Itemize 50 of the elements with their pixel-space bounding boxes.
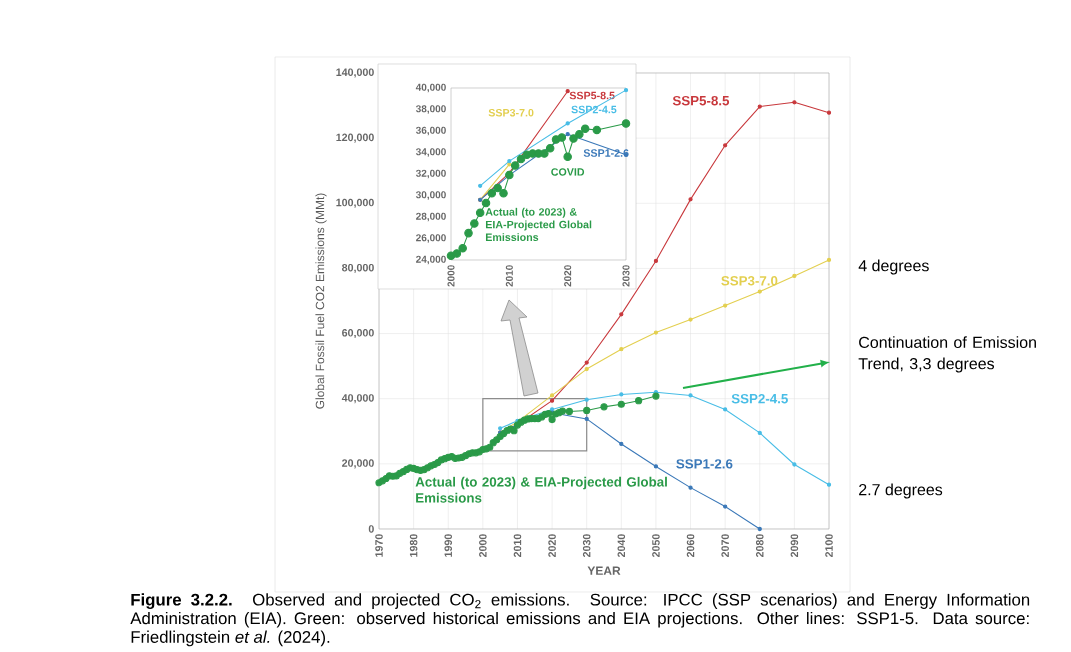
y-tick-label: 28,000 [416, 212, 446, 222]
x-tick-label: 1990 [444, 534, 453, 557]
y-tick-label: 40,000 [341, 394, 374, 404]
x-tick-label: 2020 [564, 265, 572, 287]
x-tick-label: 1980 [409, 534, 418, 557]
y-tick-label: 36,000 [415, 126, 446, 136]
x-tick-label: 2010 [513, 534, 522, 558]
text: Continuation of Emission Trend, 3,3 degrees [858, 336, 1036, 373]
x-tick-label: 2080 [756, 534, 764, 558]
x-tick-label: 1970 [375, 534, 383, 557]
x-tick-label: 2030 [582, 534, 591, 558]
y-tick-label: 30,000 [415, 191, 446, 200]
x-tick-label: 2100 [825, 534, 833, 558]
annotation: COVID [551, 168, 585, 176]
text: 4 degrees [858, 259, 929, 275]
x-tick-label: 2010 [505, 265, 513, 287]
y-tick-label: 120,000 [336, 133, 374, 143]
text: Figure 3.2.2. Observed and projected CO$_{2}$ emissions. Source: IPCC (SSP scenarios) and Energy Information Administration (EIA). Green: observed historical emissions and EIA projections. Other lines: SSP1-5. Data source: Friedlingstein et al. (2024). [130, 593, 1030, 647]
y-tick-label: 20,000 [342, 459, 374, 469]
y-tick-label: 40,000 [415, 83, 446, 93]
x-tick-label: 2020 [548, 534, 556, 558]
x-tick-label: 2040 [617, 534, 626, 558]
series-label: SSP1-2.6 [676, 459, 733, 469]
series-label: Actual (to 2023) & EIA-Projected Global Emissions [485, 207, 592, 242]
y-tick-label: 80,000 [342, 263, 374, 273]
y-tick-label: 34,000 [415, 148, 446, 157]
y-tick-label: 38,000 [415, 105, 446, 114]
y-tick-label: 140,000 [336, 68, 374, 78]
x-tick-label: 2070 [721, 534, 729, 558]
series-label: SSP5-8.5 [569, 91, 615, 100]
series-label: SSP3-7.0 [721, 276, 778, 286]
y-tick-label: 60,000 [342, 329, 374, 339]
series-label: SSP5-8.5 [672, 95, 730, 106]
x-tick-label: 2030 [622, 265, 630, 287]
series-label: Actual (to 2023) & EIA-Projected Global Emissions [415, 476, 667, 503]
x-tick-label: 2000 [479, 534, 487, 558]
x-tick-label: 2090 [790, 534, 799, 558]
y-tick-label: 100,000 [336, 198, 374, 208]
y-tick-label: 32,000 [415, 169, 446, 179]
text: 2.7 degrees [859, 483, 943, 499]
y-tick-label: 26,000 [416, 234, 446, 243]
series-label: SSP2-4.5 [731, 393, 788, 404]
x-tick-label: 2060 [686, 534, 695, 558]
x-tick-label: 2000 [447, 265, 455, 287]
text: SSP3-7.0 [488, 108, 534, 117]
y-tick-label: 0 [368, 525, 374, 533]
y-tick-label: 24,000 [416, 255, 446, 265]
x-axis-title: YEAR [587, 566, 621, 575]
x-tick-label: 2050 [652, 534, 660, 558]
y-axis-title: Global Fossil Fuel CO2 Emissions (MMt) [315, 193, 327, 409]
